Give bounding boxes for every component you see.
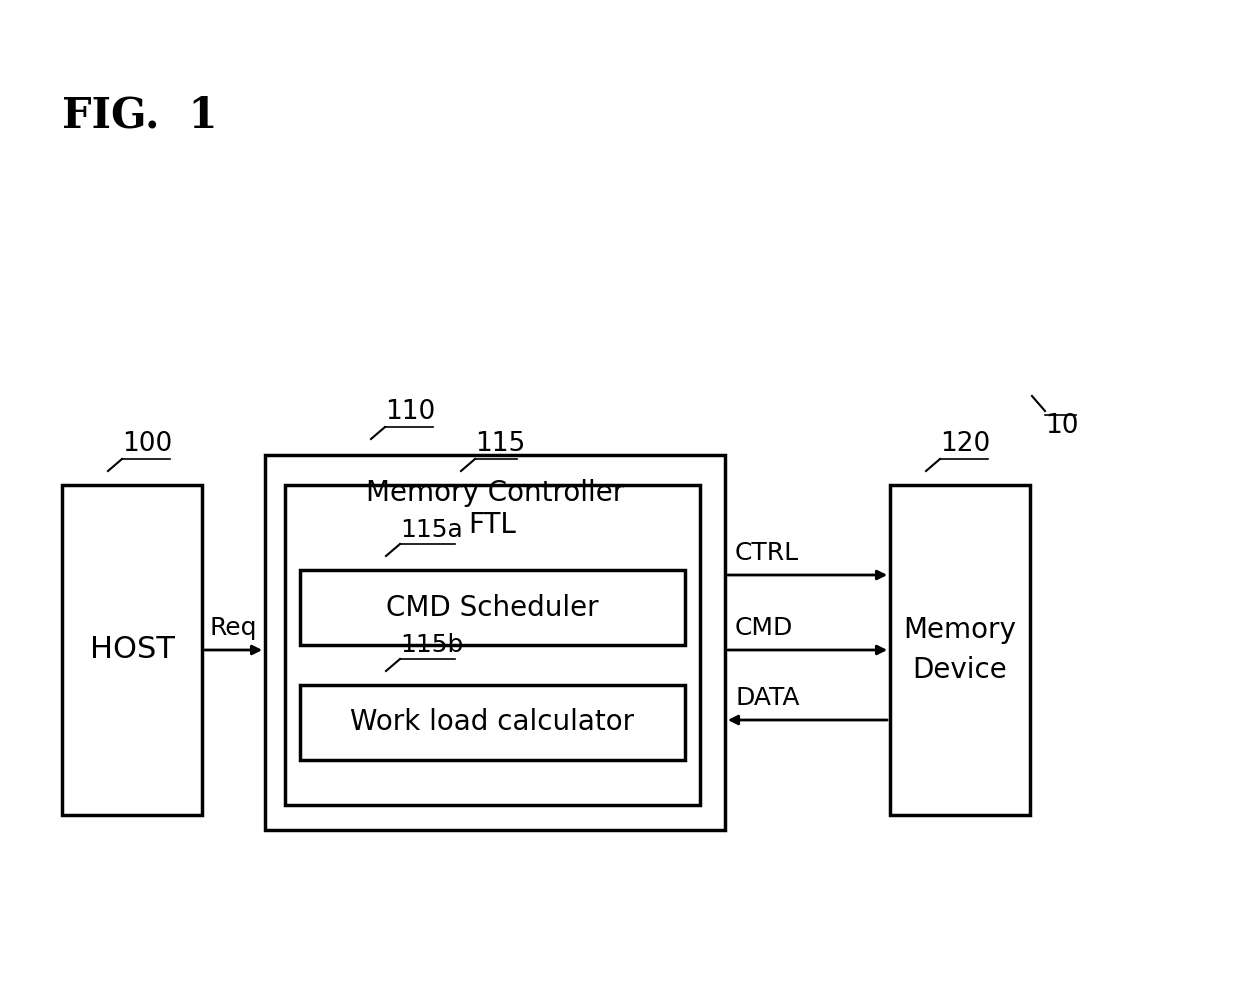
Text: 10: 10 (1045, 413, 1079, 439)
Text: CMD Scheduler: CMD Scheduler (386, 594, 599, 621)
Text: 115b: 115b (401, 633, 464, 657)
Bar (300, 570, 684, 645)
Bar (890, 485, 1030, 815)
Text: CTRL: CTRL (735, 541, 799, 565)
Bar (285, 485, 701, 805)
Text: 115a: 115a (401, 518, 463, 542)
Text: Work load calculator: Work load calculator (351, 709, 635, 736)
Bar (300, 685, 684, 760)
Text: 115: 115 (475, 431, 526, 457)
Text: DATA: DATA (735, 686, 800, 710)
Text: Req: Req (210, 616, 257, 640)
Text: 110: 110 (384, 399, 435, 425)
Bar (265, 455, 725, 830)
Text: FIG.  1: FIG. 1 (62, 95, 217, 137)
Text: HOST: HOST (89, 635, 175, 665)
Text: 100: 100 (122, 431, 172, 457)
Text: CMD: CMD (735, 616, 794, 640)
Text: Memory Controller: Memory Controller (366, 479, 624, 507)
Bar (62, 485, 202, 815)
Text: FTL: FTL (469, 511, 516, 539)
Text: 120: 120 (940, 431, 991, 457)
Text: Memory
Device: Memory Device (904, 616, 1017, 684)
